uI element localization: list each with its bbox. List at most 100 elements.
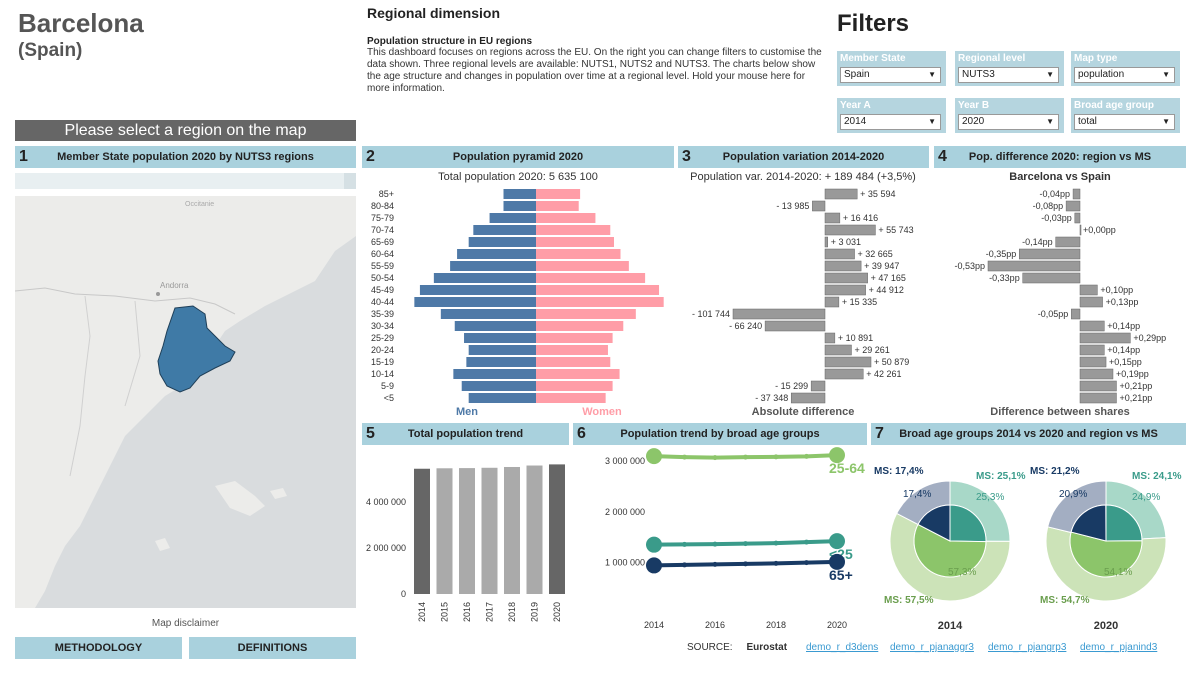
pyramid-age-label: 55-59 — [371, 261, 394, 271]
year-a-select[interactable]: 2014 ▼ — [840, 114, 941, 130]
intro-description[interactable]: This dashboard focuses on regions across… — [367, 47, 822, 94]
variation-bar — [824, 332, 836, 344]
share-diff-value-label: +0,10pp — [1100, 285, 1133, 295]
age-trend-point — [712, 561, 718, 567]
select-value: 2014 — [844, 116, 867, 127]
share-diff-bar — [1022, 272, 1081, 284]
broad-age-group-select[interactable]: total ▼ — [1074, 114, 1175, 130]
pie-label-ms-25: MS: 25,1% — [976, 471, 1026, 482]
pyramid-men-bar — [503, 201, 536, 211]
dropdown-arrow-icon: ▼ — [1046, 117, 1054, 126]
pyramid-men-bar — [468, 237, 536, 247]
variation-value-label: + 16 416 — [843, 213, 878, 223]
share-diff-value-label: +0,14pp — [1107, 321, 1140, 331]
pyramid-men-bar — [450, 261, 536, 271]
share-diff-axis-label: Difference between shares — [990, 406, 1129, 418]
dropdown-arrow-icon: ▼ — [1046, 70, 1054, 79]
pyramid-women-bar — [536, 273, 646, 283]
filter-regional-level: Regional level NUTS3 ▼ — [955, 51, 1064, 86]
section-number: 5 — [366, 425, 375, 442]
age-trend-point — [743, 561, 748, 567]
section-2-header: 2 Population pyramid 2020 — [362, 146, 674, 168]
filter-label: Broad age group — [1074, 100, 1155, 111]
total-trend-bars: 0 2 000 000 4 000 000 2014 2015 2016 2017 2018 2… — [366, 464, 565, 622]
pyramid-women-bar — [536, 321, 624, 331]
section-title: Total population trend — [407, 428, 524, 440]
source-link-d3dens[interactable]: demo_r_d3dens — [806, 642, 879, 653]
pyramid-age-label: 15-19 — [371, 357, 394, 367]
source-link-pjanind3[interactable]: demo_r_pjanind3 — [1080, 642, 1158, 653]
pyramid-total-label: Total population 2020: 5 635 100 — [438, 171, 598, 183]
source-link-pjangrp3[interactable]: demo_r_pjangrp3 — [988, 642, 1067, 653]
share-difference-chart: Barcelona vs Spain -0,04pp -0,08pp -0,03pp… — [954, 171, 1166, 418]
methodology-button[interactable]: METHODOLOGY — [15, 637, 182, 659]
trend-y-tick: 2 000 000 — [366, 543, 406, 553]
year-b-select[interactable]: 2020 ▼ — [958, 114, 1059, 130]
pyramid-women-bar — [536, 225, 611, 235]
share-diff-bar — [1055, 236, 1081, 248]
share-diff-bar — [987, 260, 1081, 272]
filter-broad-age-group: Broad age group total ▼ — [1071, 98, 1180, 133]
map-svg: Andorra Occitanie — [15, 196, 356, 608]
pie-year-label: 2020 — [1094, 620, 1118, 632]
pyramid-age-label: 25-29 — [371, 333, 394, 343]
share-diff-value-label: -0,08pp — [1033, 201, 1064, 211]
section-title: Population variation 2014-2020 — [722, 151, 885, 163]
map-type-select[interactable]: population ▼ — [1074, 67, 1175, 83]
share-diff-bar — [1079, 320, 1105, 332]
pie-year-label: 2014 — [938, 620, 963, 632]
member-state-select[interactable]: Spain ▼ — [840, 67, 941, 83]
pyramid-women-bar — [536, 369, 620, 379]
trend-x-tick: 2018 — [507, 602, 517, 622]
pie-label-region-65: 17,4% — [903, 489, 931, 500]
variation-value-label: - 66 240 — [729, 321, 762, 331]
region-map[interactable]: Andorra Occitanie — [15, 196, 356, 608]
section-number: 7 — [875, 425, 884, 442]
age-trend-y-tick: 1 000 000 — [605, 557, 645, 567]
pie-inner-slice — [917, 504, 951, 542]
source-link-pjanaggr3[interactable]: demo_r_pjanaggr3 — [890, 642, 974, 653]
country-subtitle: (Spain) — [18, 40, 83, 61]
section-number: 1 — [19, 148, 28, 165]
share-diff-value-label: -0,33pp — [989, 273, 1020, 283]
pyramid-women-bar — [536, 333, 613, 343]
pyramid-men-bar — [489, 213, 536, 223]
filter-member-state: Member State Spain ▼ — [837, 51, 946, 86]
trend-x-tick: 2016 — [462, 602, 472, 622]
age-trend-point — [804, 539, 809, 545]
pyramid-women-bar — [536, 285, 660, 295]
pyramid-women-bar — [536, 309, 636, 319]
pie-label-region-25: 24,9% — [1132, 492, 1160, 503]
share-diff-title: Barcelona vs Spain — [1009, 171, 1111, 183]
variation-bars: + 35 594 - 13 985 + 16 416+ 55 743 + 3 031 +… — [692, 188, 914, 404]
map-disclaimer[interactable]: Map disclaimer — [151, 618, 220, 629]
variation-bar — [824, 236, 828, 248]
barcelona-region[interactable] — [157, 305, 236, 393]
pie-label-ms-2564: MS: 57,5% — [884, 595, 934, 606]
variation-value-label: + 39 947 — [864, 261, 899, 271]
age-trend-point — [646, 448, 662, 465]
variation-value-label: - 101 744 — [692, 309, 730, 319]
pie-label-region-2564: 54,1% — [1104, 567, 1132, 578]
definitions-button[interactable]: DEFINITIONS — [189, 637, 356, 659]
section-title: Population trend by broad age groups — [620, 428, 820, 440]
share-diff-bar — [1071, 308, 1081, 320]
filter-year-b: Year B 2020 ▼ — [955, 98, 1064, 133]
section-1-header: 1 Member State population 2020 by NUTS3 … — [15, 146, 356, 168]
regional-level-select[interactable]: NUTS3 ▼ — [958, 67, 1059, 83]
section-number: 6 — [577, 425, 586, 442]
pie-inner-slice — [1069, 531, 1143, 578]
dropdown-arrow-icon: ▼ — [1162, 117, 1170, 126]
land-area — [15, 196, 356, 608]
pyramid-age-label: 80-84 — [371, 201, 394, 211]
pie-label-ms-25: MS: 24,1% — [1132, 471, 1182, 482]
region-border — [124, 300, 141, 407]
share-diff-bar — [1079, 332, 1131, 344]
share-diff-value-label: -0,35pp — [986, 249, 1017, 259]
pyramid-men-bar — [414, 297, 536, 307]
section-title: Pop. difference 2020: region vs MS — [968, 151, 1152, 163]
age-trend-point — [682, 541, 687, 547]
pyramid-men-bar — [453, 369, 536, 379]
select-value: NUTS3 — [962, 69, 995, 80]
